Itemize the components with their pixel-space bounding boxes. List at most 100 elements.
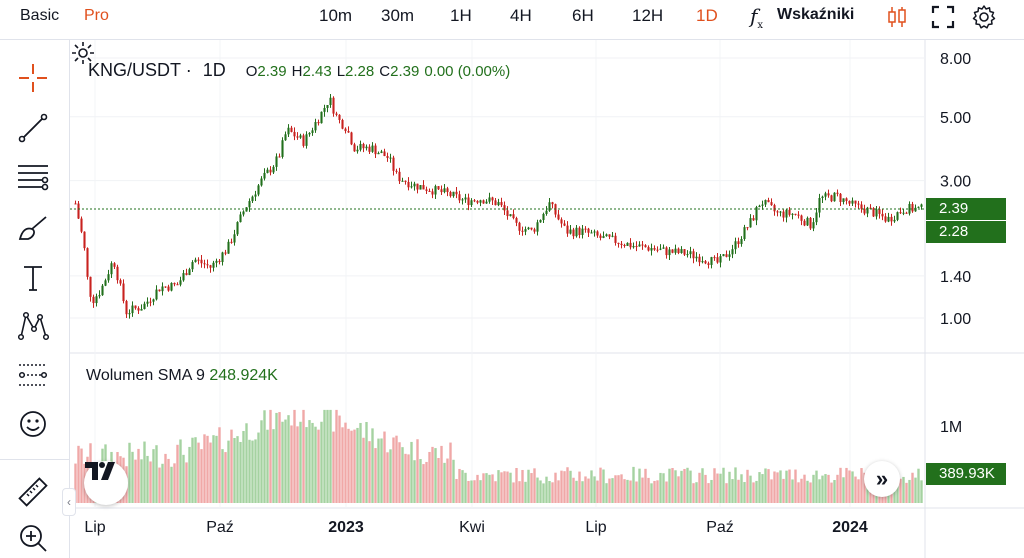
price-legend: KNG/USDT · 1D O2.39 H2.43 L2.28 C2.39 0.… (88, 60, 510, 81)
candle-body (860, 204, 863, 209)
candle-body (659, 248, 662, 250)
timeframe-10m[interactable]: 10m (319, 6, 353, 25)
volume-bar (254, 439, 257, 503)
crosshair-tool[interactable] (15, 60, 51, 96)
candle-body (278, 156, 281, 158)
ruler-tool[interactable] (15, 474, 51, 510)
chart-area[interactable]: 8.00 5.00 3.00 1.40 1.00 1M Lip Paź 2023 Kwi Lip Pa… (62, 40, 1024, 558)
candle-body (380, 151, 383, 153)
candle-body (521, 230, 524, 232)
indicators-button[interactable]: Wskaźniki (777, 6, 855, 23)
volume-bar (677, 476, 680, 503)
candle-style-icon[interactable] (884, 4, 910, 30)
candle-body (920, 204, 923, 207)
pattern-tool[interactable] (15, 308, 51, 344)
candle-body (545, 210, 548, 214)
volume-bar (791, 479, 794, 503)
timeframe-1d[interactable]: 1D (696, 6, 718, 25)
volume-bar (917, 468, 920, 503)
volume-bar (866, 483, 869, 503)
timeframe-6h[interactable]: 6H (572, 6, 594, 25)
candle-body (878, 209, 881, 214)
candle-body (695, 256, 698, 259)
scale-settings-icon[interactable] (70, 40, 96, 66)
scroll-to-realtime-button[interactable]: » (864, 461, 900, 497)
candle-body (263, 172, 266, 179)
forecast-icon (18, 364, 48, 386)
volume-bar (596, 480, 599, 503)
text-icon (24, 266, 42, 291)
volume-bar (653, 480, 656, 503)
candle-body (230, 241, 233, 243)
candle-body (461, 199, 464, 201)
emoji-tool[interactable] (15, 406, 51, 442)
candle-body (272, 166, 275, 173)
candle-body (77, 203, 80, 219)
volume-bar (902, 476, 905, 503)
mode-basic-tab[interactable]: Basic (20, 7, 60, 24)
trend-line-tool[interactable] (15, 110, 51, 146)
candle-body (728, 254, 731, 257)
volume-bar (560, 470, 563, 503)
candle-body (437, 186, 440, 190)
volume-bar (512, 482, 515, 503)
volume-bar (440, 445, 443, 503)
brush-tool[interactable] (15, 210, 51, 246)
candle-body (458, 194, 461, 201)
volume-bar (731, 479, 734, 503)
candle-body (149, 301, 152, 303)
volume-bar (476, 474, 479, 503)
volume-bar (179, 439, 182, 503)
candle-body (344, 128, 347, 132)
candle-body (410, 186, 413, 188)
legend-interval: 1D (202, 60, 226, 80)
fullscreen-icon[interactable] (930, 4, 956, 30)
volume-bar (908, 479, 911, 503)
candle-body (191, 262, 194, 270)
volume-bar (158, 467, 161, 503)
legend-high: 2.43 (302, 63, 332, 80)
y-tick-label: 8.00 (940, 51, 971, 68)
zoom-in-tool[interactable] (15, 520, 51, 556)
volume-bar (224, 452, 227, 503)
volume-bar (545, 476, 548, 503)
mode-pro-tab[interactable]: Pro (84, 7, 109, 24)
volume-bar (911, 472, 914, 503)
collapse-toolbar-button[interactable]: ‹ (62, 488, 76, 516)
candle-body (848, 200, 851, 204)
volume-bar (128, 442, 131, 503)
candle-body (755, 207, 758, 221)
volume-bar (362, 437, 365, 503)
volume-bar (734, 467, 737, 503)
candle-body (140, 309, 143, 311)
volume-bar (737, 479, 740, 503)
volume-bar (404, 453, 407, 503)
timeframe-4h[interactable]: 4H (510, 6, 532, 25)
timeframe-12h[interactable]: 12H (632, 6, 664, 25)
timeframe-1h[interactable]: 1H (450, 6, 472, 25)
candle-body (893, 219, 896, 222)
candle-body (353, 144, 356, 152)
text-tool[interactable] (15, 260, 51, 296)
candle-body (155, 289, 158, 300)
timeframe-30m[interactable]: 30m (381, 6, 415, 25)
volume-bar (302, 409, 305, 503)
fib-retracement-tool[interactable] (15, 160, 51, 196)
settings-gear-icon[interactable] (971, 4, 997, 30)
candle-body (434, 186, 437, 195)
volume-bar (485, 473, 488, 503)
volume-bar (500, 472, 503, 503)
ruler-icon (18, 477, 48, 507)
tradingview-logo-icon (85, 462, 115, 480)
volume-bar (434, 448, 437, 503)
forecast-tool[interactable] (15, 358, 51, 394)
candle-body (887, 216, 890, 222)
function-icon[interactable]: fx (750, 4, 763, 31)
candle-body (758, 205, 761, 208)
zoom-in-icon (20, 525, 47, 552)
tradingview-logo[interactable] (84, 461, 128, 505)
volume-bar (308, 420, 311, 503)
volume-bar (920, 480, 923, 503)
candle-body (215, 260, 218, 263)
candle-body (371, 145, 374, 152)
